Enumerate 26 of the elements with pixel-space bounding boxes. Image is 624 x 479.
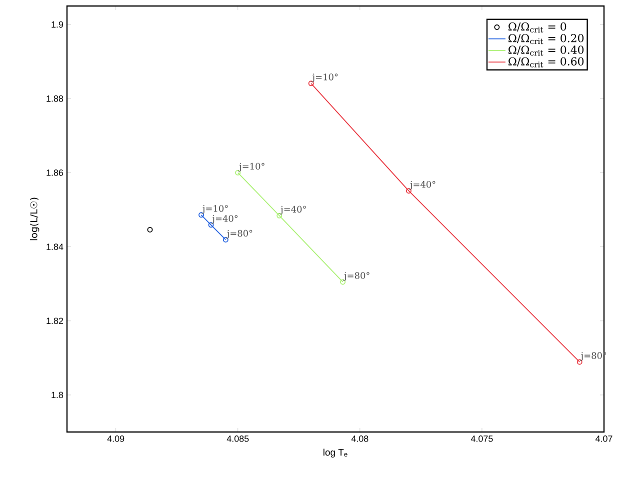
y-tick-label: 1.84 (46, 244, 64, 250)
x-tick-label: 4.085 (226, 436, 249, 442)
y-tick-label: 1.88 (46, 95, 64, 102)
annotation: j=80° (343, 272, 370, 281)
y-tick-label: 1.86 (46, 170, 64, 176)
annotation: j=80° (226, 230, 252, 239)
annotation: j=40° (409, 181, 436, 190)
x-tick-label: 4.09 (107, 436, 124, 442)
x-tick-label: 4.075 (470, 436, 493, 442)
legend-label: Ω/Ω$_{crit}$ = 0 (508, 22, 566, 32)
y-tick-label: 1.8 (52, 392, 64, 398)
x-tick-label: 4.08 (351, 436, 368, 442)
point (147, 227, 153, 232)
x-axis-title: log T$_{e}$ (324, 448, 348, 458)
annotation: j=10° (202, 205, 228, 214)
annotation: j=40° (280, 206, 306, 214)
annotation: j=10° (311, 74, 338, 82)
y-tick-label: 1.82 (46, 318, 64, 324)
annotation: j=10° (238, 162, 264, 172)
y-axis-title: log(L/L☉) (30, 198, 40, 240)
annotation: j=40° (211, 215, 238, 224)
legend-label: Ω/Ω$_{crit}$ = 0.40 (508, 46, 584, 56)
y-tick-label: 1.9 (52, 21, 64, 28)
legend-label: Ω/Ω$_{crit}$ = 0.60 (508, 57, 584, 68)
x-tick-label: 4.07 (595, 436, 612, 442)
legend-label: Ω/Ω$_{crit}$ = 0.20 (508, 34, 584, 44)
